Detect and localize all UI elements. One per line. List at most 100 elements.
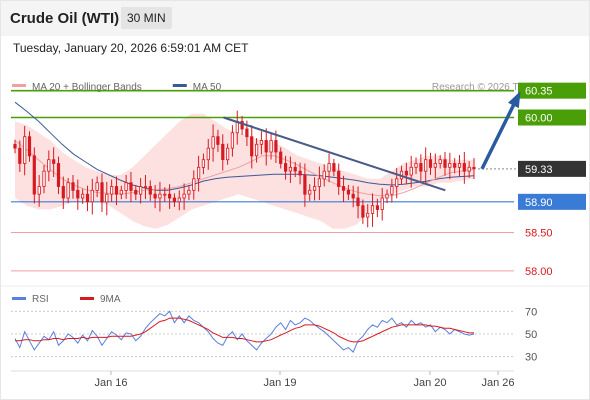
candle-body (448, 163, 452, 168)
candle-body (211, 136, 215, 149)
candle-body (134, 189, 138, 195)
candle-body (187, 189, 191, 195)
candle-body (341, 186, 346, 191)
instrument-title: Crude Oil (WTI) (10, 10, 120, 27)
candle-body (254, 143, 259, 157)
candle-body (245, 128, 249, 138)
resistance-tag-label: 60.35 (525, 86, 553, 98)
candle-body (114, 186, 119, 195)
candle-body (433, 163, 437, 168)
last-price-tag (518, 160, 586, 177)
candle-body (129, 182, 133, 191)
candle-body (76, 189, 80, 199)
rsi-tick-label: 50 (525, 329, 537, 341)
legend-label: MA 20 + Bollinger Bands (32, 82, 142, 93)
candle-body (322, 170, 326, 180)
candle-body (85, 193, 90, 203)
candle-body (110, 186, 114, 195)
rsi-legend-swatch (12, 297, 26, 300)
time-tick-label: Jan 16 (94, 377, 127, 389)
candle-body (100, 182, 104, 203)
rsi-legend-swatch (80, 297, 94, 300)
candle-body (47, 159, 51, 172)
candle-body (443, 159, 447, 168)
candle-body (167, 193, 172, 199)
pivot-tag-label: 58.90 (525, 197, 553, 209)
timeframe-badge[interactable]: 30 MIN (121, 7, 172, 29)
candle-body (395, 178, 399, 187)
candle-body (124, 182, 128, 191)
candle-body (409, 166, 413, 176)
candle-body (216, 136, 220, 145)
candle-body (288, 166, 293, 172)
candle-body (42, 170, 46, 187)
candle-body (293, 166, 297, 172)
candle-body (356, 197, 360, 207)
candle-body (71, 182, 75, 191)
candle-body (264, 140, 268, 153)
candle-body (380, 197, 384, 210)
support-label: 58.50 (525, 228, 553, 240)
candle-body (303, 174, 307, 195)
resistance-tag-label: 60.00 (525, 113, 553, 125)
rsi-tick-label: 30 (525, 352, 537, 364)
candle-body (283, 163, 288, 172)
time-tick-label: Jan 26 (481, 377, 514, 389)
resistance-tag (518, 109, 586, 126)
legend-swatch (172, 84, 187, 87)
candle-body (66, 182, 70, 199)
candle-body (428, 159, 433, 168)
candle-body (308, 189, 312, 195)
candle-body (438, 159, 442, 164)
datetime-label: Tuesday, January 20, 2026 6:59:01 AM CET (13, 41, 249, 55)
candle-body (404, 170, 409, 176)
candle-body (385, 193, 389, 199)
candle-body (81, 193, 85, 199)
candle-body (56, 163, 61, 187)
candle-body (298, 170, 302, 176)
candle-body (375, 205, 380, 210)
candle-body (274, 140, 278, 153)
candle-body (317, 178, 322, 187)
projection-arrow-shaft (480, 93, 521, 170)
candle-body (467, 166, 471, 172)
candle-body (327, 163, 331, 172)
candle-body (27, 136, 32, 157)
candle-body (269, 140, 273, 153)
candle-body (279, 151, 283, 164)
attribution: Research © 2026 Trading Central (432, 82, 581, 93)
candle-body (143, 186, 148, 188)
candle-body (472, 166, 476, 170)
candle-body (259, 140, 264, 145)
chart-header: Crude Oil (WTI) 30 MIN (0, 0, 590, 36)
candle-body (95, 182, 99, 191)
trendline (223, 116, 446, 192)
candle-body (196, 166, 201, 180)
candle-body (172, 197, 176, 203)
rsi-legend-label: 9MA (100, 294, 121, 305)
candle-body (225, 147, 230, 161)
support-label: 58.00 (525, 266, 553, 278)
legend-label: MA 50 (193, 82, 222, 93)
candle-body (52, 159, 56, 164)
candle-body (250, 136, 254, 157)
candle-body (457, 163, 462, 168)
candle-body (240, 120, 244, 130)
candle-body (23, 136, 27, 164)
candle-body (163, 193, 167, 196)
candle-body (337, 170, 341, 187)
candle-body (177, 197, 181, 203)
candle-body (414, 163, 418, 168)
candle-body (462, 163, 466, 172)
candle-body (201, 159, 205, 168)
candle-body (18, 147, 22, 164)
candle-body (105, 193, 109, 203)
candle-body (192, 178, 196, 191)
candle-body (332, 163, 336, 172)
candle-body (158, 193, 162, 199)
candle-body (37, 186, 41, 195)
candle-body (230, 132, 234, 149)
candle-body (346, 189, 351, 195)
